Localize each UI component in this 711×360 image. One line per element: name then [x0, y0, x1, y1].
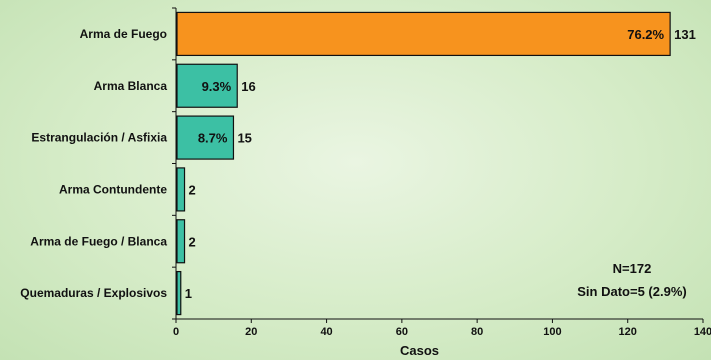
bars-group — [176, 11, 671, 316]
category-label: Arma de Fuego / Blanca — [30, 234, 167, 248]
bar — [176, 115, 235, 160]
x-axis-label: Casos — [400, 343, 439, 358]
x-tick-label: 100 — [543, 326, 561, 338]
bar-percent-label: 8.7% — [198, 131, 228, 146]
bar-value-label: 131 — [674, 27, 696, 42]
labels-group: Arma de Fuego 131 76.2% Arma Blanca 16 9.3% Es… — [20, 27, 696, 301]
category-label: Quemaduras / Explosivos — [20, 286, 167, 300]
chart-axes: 0 20 40 60 80 100 120 140 — [172, 7, 711, 338]
x-tick-label: 60 — [396, 326, 408, 338]
bar-value-label: 2 — [189, 234, 196, 249]
category-label: Estrangulación / Asfixia — [31, 131, 167, 145]
annotation-n: N=172 — [613, 261, 652, 276]
x-tick-label: 0 — [173, 326, 179, 338]
category-label: Arma Contundente — [59, 182, 167, 196]
category-label: Arma Blanca — [94, 79, 168, 93]
x-tick-label: 140 — [694, 326, 711, 338]
x-tick-label: 120 — [619, 326, 637, 338]
bar-value-label: 2 — [189, 182, 196, 197]
bar — [176, 63, 238, 108]
bar-value-label: 16 — [241, 79, 255, 94]
bar-value-label: 15 — [237, 131, 251, 146]
bar — [176, 270, 182, 316]
x-tick-label: 80 — [471, 326, 483, 338]
bar-percent-label: 9.3% — [202, 79, 232, 94]
bar-percent-label: 76.2% — [627, 27, 664, 42]
bar — [176, 219, 186, 264]
bar — [176, 11, 671, 57]
x-tick-label: 40 — [320, 326, 332, 338]
annotation-sin-dato: Sin Dato=5 (2.9%) — [577, 284, 686, 299]
bar-value-label: 1 — [185, 286, 192, 301]
category-label: Arma de Fuego — [80, 27, 167, 41]
bar — [176, 167, 186, 212]
x-tick-label: 20 — [245, 326, 257, 338]
